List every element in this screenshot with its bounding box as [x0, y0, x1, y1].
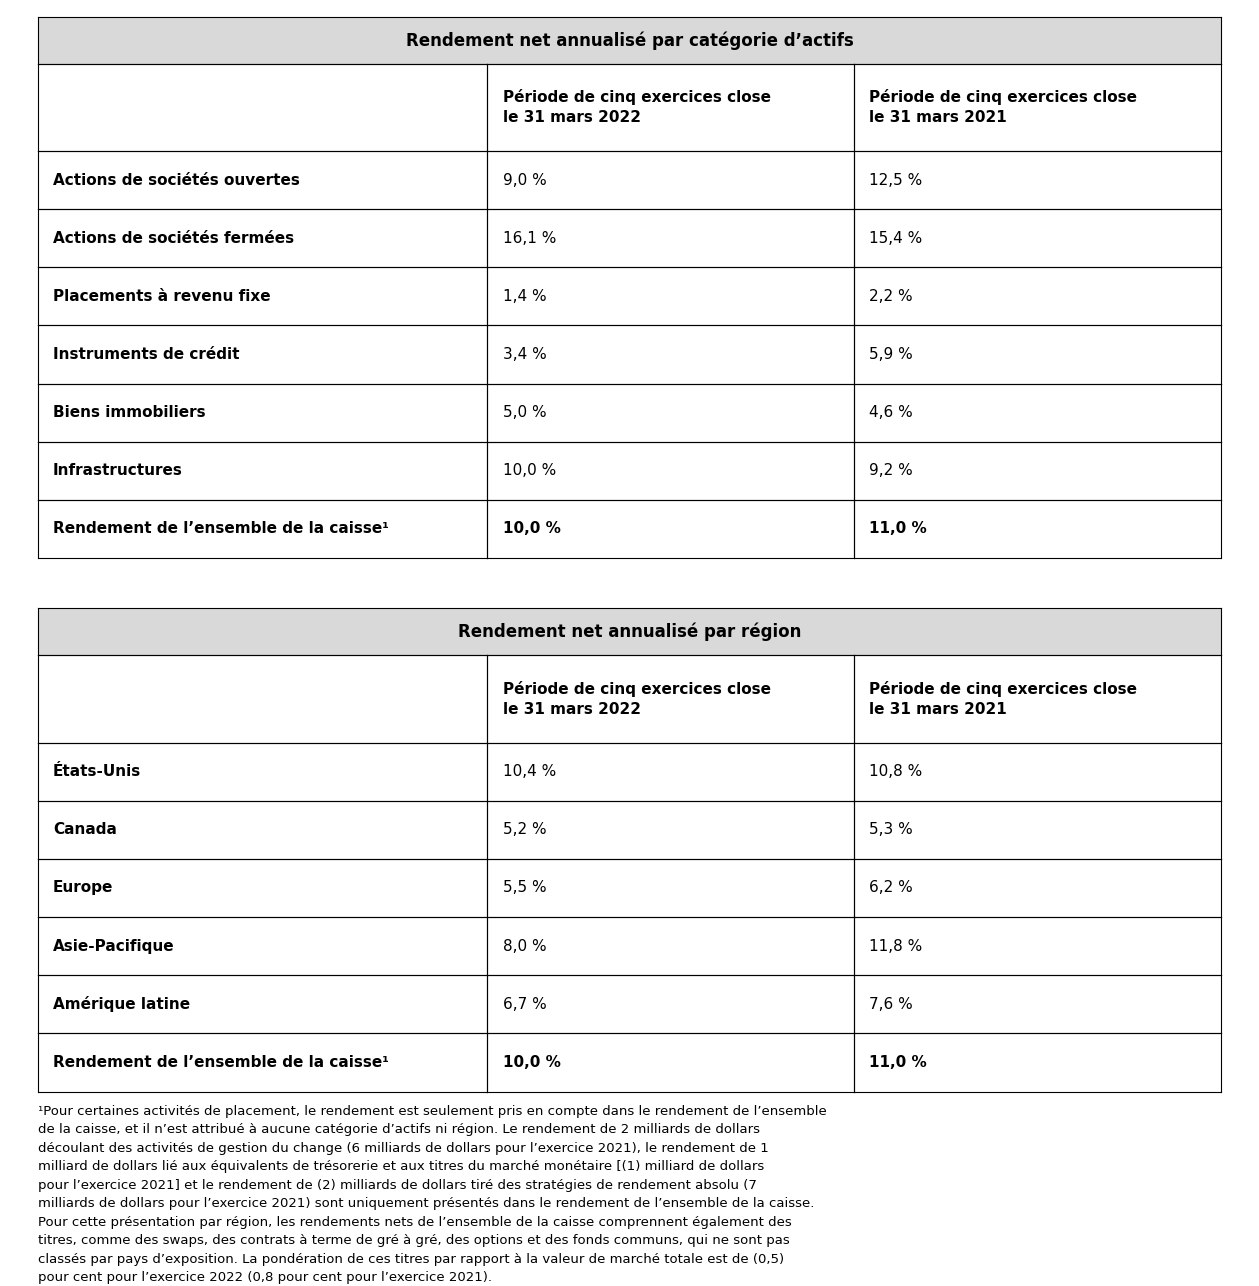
- Text: Infrastructures: Infrastructures: [53, 463, 183, 478]
- Bar: [487, 150, 855, 210]
- Text: 5,2 %: 5,2 %: [502, 822, 546, 837]
- Text: 11,0 %: 11,0 %: [870, 1055, 927, 1070]
- Text: 10,4 %: 10,4 %: [502, 764, 555, 779]
- Text: Rendement net annualisé par catégorie d’actifs: Rendement net annualisé par catégorie d’…: [405, 31, 854, 50]
- Bar: [487, 325, 855, 383]
- Bar: [38, 442, 487, 500]
- Text: 16,1 %: 16,1 %: [502, 230, 556, 246]
- Text: 11,8 %: 11,8 %: [870, 939, 923, 954]
- Bar: [38, 500, 487, 558]
- Bar: [487, 742, 855, 801]
- Text: Actions de sociétés ouvertes: Actions de sociétés ouvertes: [53, 172, 300, 188]
- Text: 10,8 %: 10,8 %: [870, 764, 923, 779]
- Text: Rendement net annualisé par région: Rendement net annualisé par région: [458, 622, 801, 642]
- Bar: [855, 742, 1221, 801]
- Text: Europe: Europe: [53, 881, 113, 895]
- Bar: [38, 1034, 487, 1092]
- Bar: [855, 801, 1221, 859]
- Text: Canada: Canada: [53, 822, 117, 837]
- Text: 10,0 %: 10,0 %: [502, 463, 555, 478]
- Text: 11,0 %: 11,0 %: [870, 522, 927, 536]
- Bar: [855, 267, 1221, 325]
- Text: 7,6 %: 7,6 %: [870, 997, 913, 1012]
- Text: 2,2 %: 2,2 %: [870, 289, 913, 303]
- Bar: [487, 917, 855, 975]
- Text: 6,2 %: 6,2 %: [870, 881, 913, 895]
- Bar: [38, 325, 487, 383]
- Text: 12,5 %: 12,5 %: [870, 172, 923, 188]
- Bar: [38, 917, 487, 975]
- Text: 10,0 %: 10,0 %: [502, 1055, 560, 1070]
- Text: Période de cinq exercices close
le 31 mars 2022: Période de cinq exercices close le 31 ma…: [502, 90, 771, 125]
- Text: 15,4 %: 15,4 %: [870, 230, 923, 246]
- Bar: [38, 64, 487, 150]
- Bar: [38, 975, 487, 1034]
- Text: 9,0 %: 9,0 %: [502, 172, 546, 188]
- Bar: [855, 975, 1221, 1034]
- Text: 10,0 %: 10,0 %: [502, 522, 560, 536]
- Text: Période de cinq exercices close
le 31 mars 2021: Période de cinq exercices close le 31 ma…: [870, 682, 1137, 716]
- Text: Placements à revenu fixe: Placements à revenu fixe: [53, 289, 271, 303]
- Text: Biens immobiliers: Biens immobiliers: [53, 405, 205, 421]
- Bar: [487, 442, 855, 500]
- Text: 5,9 %: 5,9 %: [870, 347, 913, 363]
- Bar: [38, 801, 487, 859]
- Text: Amérique latine: Amérique latine: [53, 997, 190, 1012]
- Bar: [38, 608, 1221, 656]
- Bar: [487, 383, 855, 442]
- Text: 3,4 %: 3,4 %: [502, 347, 546, 363]
- Text: ¹Pour certaines activités de placement, le rendement est seulement pris en compt: ¹Pour certaines activités de placement, …: [38, 1105, 826, 1285]
- Text: 9,2 %: 9,2 %: [870, 463, 913, 478]
- Bar: [487, 975, 855, 1034]
- Bar: [855, 442, 1221, 500]
- Bar: [487, 500, 855, 558]
- Bar: [855, 210, 1221, 267]
- Bar: [855, 64, 1221, 150]
- Text: Asie-Pacifique: Asie-Pacifique: [53, 939, 175, 954]
- Bar: [38, 742, 487, 801]
- Bar: [38, 267, 487, 325]
- Text: Rendement de l’ensemble de la caisse¹: Rendement de l’ensemble de la caisse¹: [53, 1055, 389, 1070]
- Text: 1,4 %: 1,4 %: [502, 289, 546, 303]
- Bar: [38, 17, 1221, 64]
- Text: Période de cinq exercices close
le 31 mars 2022: Période de cinq exercices close le 31 ma…: [502, 682, 771, 716]
- Text: 5,3 %: 5,3 %: [870, 822, 913, 837]
- Bar: [38, 210, 487, 267]
- Bar: [855, 1034, 1221, 1092]
- Text: États-Unis: États-Unis: [53, 764, 141, 779]
- Text: Instruments de crédit: Instruments de crédit: [53, 347, 239, 363]
- Text: Période de cinq exercices close
le 31 mars 2021: Période de cinq exercices close le 31 ma…: [870, 90, 1137, 125]
- Bar: [38, 859, 487, 917]
- Bar: [855, 917, 1221, 975]
- Bar: [487, 267, 855, 325]
- Bar: [855, 656, 1221, 742]
- Bar: [855, 325, 1221, 383]
- Text: 5,0 %: 5,0 %: [502, 405, 546, 421]
- Text: 5,5 %: 5,5 %: [502, 881, 546, 895]
- Bar: [855, 500, 1221, 558]
- Bar: [487, 801, 855, 859]
- Text: 6,7 %: 6,7 %: [502, 997, 546, 1012]
- Bar: [855, 150, 1221, 210]
- Bar: [38, 150, 487, 210]
- Text: Actions de sociétés fermées: Actions de sociétés fermées: [53, 230, 295, 246]
- Bar: [855, 859, 1221, 917]
- Bar: [487, 64, 855, 150]
- Text: 4,6 %: 4,6 %: [870, 405, 913, 421]
- Bar: [487, 859, 855, 917]
- Bar: [38, 383, 487, 442]
- Text: Rendement de l’ensemble de la caisse¹: Rendement de l’ensemble de la caisse¹: [53, 522, 389, 536]
- Text: 8,0 %: 8,0 %: [502, 939, 546, 954]
- Bar: [487, 210, 855, 267]
- Bar: [38, 656, 487, 742]
- Bar: [487, 656, 855, 742]
- Bar: [487, 1034, 855, 1092]
- Bar: [855, 383, 1221, 442]
